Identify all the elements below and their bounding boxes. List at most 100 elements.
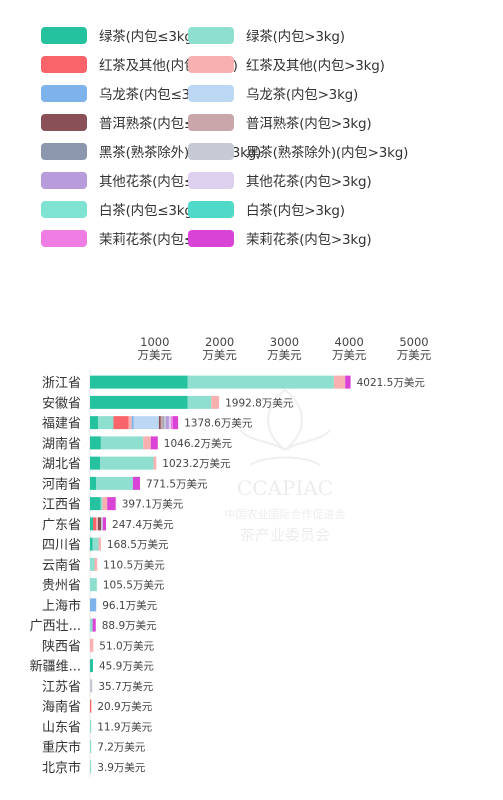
bar-segment[interactable] [100, 436, 144, 450]
bar-segment[interactable] [90, 719, 92, 733]
bar-segment[interactable] [90, 436, 101, 450]
bar-segment[interactable] [165, 416, 169, 430]
bar-segment[interactable] [90, 760, 92, 774]
bar-total-label: 96.1万美元 [102, 599, 157, 612]
bar-segment[interactable] [92, 537, 99, 551]
legend-swatch [41, 142, 87, 160]
legend-swatch [41, 84, 87, 102]
bar-total-label: 110.5万美元 [103, 558, 165, 571]
legend-label: 红茶及其他(内包>3kg) [246, 58, 385, 74]
bar-segment[interactable] [162, 416, 164, 430]
bar-segment[interactable] [160, 416, 163, 430]
bar-total-label: 3.9万美元 [97, 761, 146, 774]
bar-segment[interactable] [153, 456, 157, 470]
legend-item[interactable]: 白茶(内包≤3kg) [41, 199, 198, 219]
bar-segment[interactable] [90, 638, 94, 652]
bar-segment[interactable] [90, 416, 99, 430]
bar-segment[interactable] [143, 436, 151, 450]
category-label: 四川省 [42, 538, 81, 553]
bar-segment[interactable] [150, 436, 158, 450]
bar-segment[interactable] [211, 395, 220, 409]
bar-segment[interactable] [132, 476, 140, 490]
category-label: 海南省 [42, 699, 81, 715]
legend-item[interactable]: 普洱熟茶(内包>3kg) [188, 112, 372, 132]
legend-swatch [41, 26, 87, 44]
bar-segment[interactable] [90, 557, 95, 571]
legend-item[interactable]: 其他花茶(内包>3kg) [188, 170, 372, 190]
bar-segment[interactable] [97, 517, 102, 531]
legend-item[interactable]: 白茶(内包>3kg) [188, 199, 345, 219]
bar-segment[interactable] [100, 456, 154, 470]
category-label: 新疆维... [30, 659, 81, 675]
category-label: 安徽省 [42, 396, 81, 411]
bar-segment[interactable] [101, 517, 103, 531]
bar-total-label: 1046.2万美元 [164, 437, 233, 450]
bar-total-label: 397.1万美元 [122, 498, 184, 511]
bar-segment[interactable] [90, 659, 93, 673]
legend-item[interactable]: 茉莉花茶(内包>3kg) [188, 228, 372, 248]
bar-segment[interactable] [96, 476, 133, 490]
bar-segment[interactable] [131, 416, 134, 430]
bar-segment[interactable] [170, 416, 173, 430]
legend-item[interactable]: 乌龙茶(内包>3kg) [188, 83, 358, 103]
bar-segment[interactable] [172, 416, 179, 430]
bar-total-label: 771.5万美元 [146, 477, 208, 490]
bar-segment[interactable] [90, 618, 93, 632]
legend-item[interactable]: 红茶及其他(内包>3kg) [188, 54, 385, 74]
bar-segment[interactable] [107, 497, 116, 511]
category-label: 浙江省 [42, 376, 81, 391]
legend-swatch [188, 200, 234, 218]
bar-segment[interactable] [93, 517, 97, 531]
x-tick-label: 1000 [140, 335, 169, 349]
bar-segment[interactable] [113, 416, 129, 430]
bar-segment[interactable] [187, 375, 334, 389]
bar-total-label: 4021.5万美元 [357, 376, 426, 389]
bar-total-label: 1023.2万美元 [162, 457, 231, 470]
bar-segment[interactable] [98, 416, 114, 430]
bar-segment[interactable] [92, 618, 96, 632]
bar-segment[interactable] [90, 537, 93, 551]
bar-segment[interactable] [90, 395, 188, 409]
legend-label: 白茶(内包>3kg) [246, 203, 345, 219]
bar-segment[interactable] [90, 679, 93, 693]
legend-label: 黑茶(熟茶除外)(内包>3kg) [246, 145, 409, 161]
bar-segment[interactable] [102, 517, 107, 531]
legend-item[interactable]: 绿茶(内包>3kg) [188, 25, 345, 45]
bar-segment[interactable] [158, 416, 161, 430]
bar-segment[interactable] [90, 517, 94, 531]
legend-item[interactable]: 乌龙茶(内包≤3kg) [41, 83, 211, 103]
legend-item[interactable]: 绿茶(内包≤3kg) [41, 25, 198, 45]
x-tick-unit: 万美元 [397, 348, 432, 362]
legend-label: 绿茶(内包>3kg) [246, 29, 345, 45]
chart-legend: 绿茶(内包≤3kg) 绿茶(内包>3kg) 红茶及其他(内包≤3kg) 红茶及其他(内… [0, 0, 503, 270]
bar-segment[interactable] [168, 416, 171, 430]
category-label: 广西壮... [30, 619, 81, 634]
x-tick-unit: 万美元 [332, 348, 367, 362]
x-tick-label: 2000 [205, 335, 234, 349]
category-label: 上海市 [42, 598, 81, 614]
legend-swatch [188, 171, 234, 189]
legend-swatch [188, 55, 234, 73]
bar-segment[interactable] [102, 497, 108, 511]
category-label: 河南省 [42, 476, 81, 492]
bar-segment[interactable] [163, 416, 166, 430]
bar-segment[interactable] [90, 578, 97, 592]
bar-segment[interactable] [98, 537, 101, 551]
bar-total-label: 35.7万美元 [98, 680, 153, 693]
bar-segment[interactable] [133, 416, 159, 430]
bar-segment[interactable] [90, 456, 101, 470]
bar-segment[interactable] [90, 375, 188, 389]
bar-segment[interactable] [128, 416, 132, 430]
bar-segment[interactable] [90, 497, 101, 511]
bar-segment[interactable] [90, 699, 92, 713]
bar-segment[interactable] [100, 497, 103, 511]
bar-segment[interactable] [345, 375, 351, 389]
bar-segment[interactable] [187, 395, 212, 409]
legend-item[interactable]: 黑茶(熟茶除外)(内包>3kg) [188, 141, 408, 161]
bar-segment[interactable] [94, 557, 98, 571]
bar-segment[interactable] [333, 375, 346, 389]
bar-segment[interactable] [96, 517, 98, 531]
bar-segment[interactable] [90, 740, 92, 754]
bar-segment[interactable] [90, 476, 97, 490]
bar-segment[interactable] [90, 598, 97, 612]
